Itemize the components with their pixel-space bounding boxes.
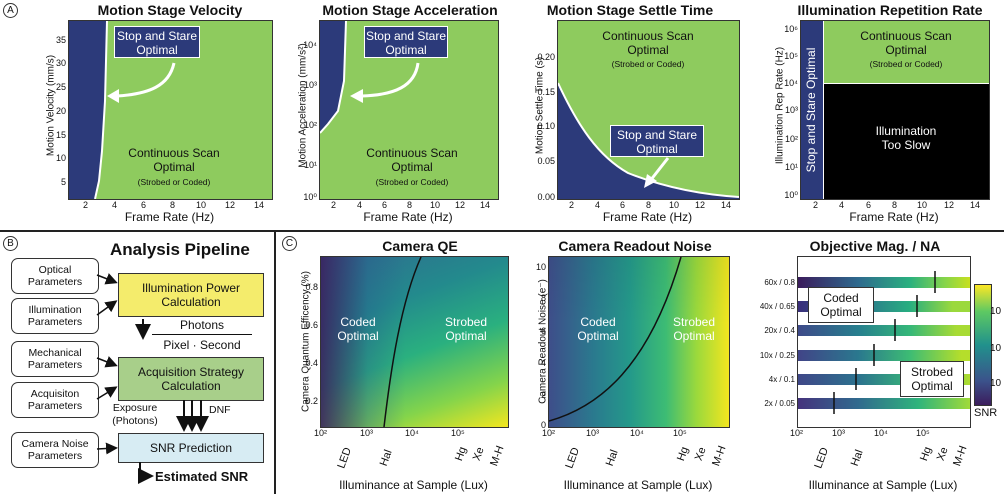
objective-colorbar xyxy=(974,284,992,406)
reprate-continuous-label: Continuous Scan Optimal xyxy=(860,29,952,57)
objective-xlabel: Illuminance at Sample (Lux) xyxy=(808,478,958,492)
divider-horizontal xyxy=(0,230,1004,232)
objective-strobed-label: Strobed Optimal xyxy=(900,361,964,397)
reprate-stop-stare-label: Stop and Stare Optimal xyxy=(804,47,818,173)
acceleration-plot: Stop and Stare Optimal Continuous Scan O… xyxy=(319,20,499,200)
acceleration-xlabel: Frame Rate (Hz) xyxy=(363,210,453,224)
acceleration-continuous-label: Continuous Scan Optimal xyxy=(366,146,458,174)
reprate-yticks: 10⁶ 10⁵ 10⁴ 10³ 10² 10¹ 10⁰ xyxy=(784,24,798,200)
velocity-stop-stare-box: Stop and Stare Optimal xyxy=(114,26,200,58)
fraction-numerator: Photons xyxy=(179,318,225,332)
velocity-plot: Stop and Stare Optimal Continuous Scan O… xyxy=(68,20,273,200)
input-acquisition: Acquisiton Parameters xyxy=(11,382,99,418)
velocity-continuous-sub: (Strobed or Coded) xyxy=(137,177,211,187)
pipeline-arrows xyxy=(96,273,209,484)
panel-b-letter: B xyxy=(3,236,18,251)
qe-sources: LED Hal Hg Xe M-H xyxy=(335,444,507,471)
reprate-xlabel: Frame Rate (Hz) xyxy=(849,210,939,224)
colorbar-tick-bottom: 10 xyxy=(990,378,1002,389)
input-illumination: Illumination Parameters xyxy=(11,298,99,334)
acceleration-xticks: 2 4 6 8 10 12 14 xyxy=(331,200,491,210)
objective-xticks: 10² 10³ 10⁴ 10⁵ xyxy=(790,428,930,438)
panel-a-letter: A xyxy=(3,3,18,18)
noise-plot: Coded Optimal Strobed Optimal xyxy=(548,256,730,428)
acceleration-yticks: 10⁴ 10³ 10² 10¹ 10⁰ xyxy=(303,40,317,202)
noise-strobed-label: Strobed Optimal xyxy=(672,315,716,343)
colorbar-tick-mid: 10 xyxy=(990,343,1002,354)
settle-continuous-sub: (Strobed or Coded) xyxy=(611,59,685,69)
colorbar-label: SNR xyxy=(974,407,998,419)
reprate-plot: Continuous Scan Optimal (Strobed or Code… xyxy=(800,20,990,200)
objective-sources: LED Hal Hg Xe M-H xyxy=(812,444,970,471)
stage-acquisition-strategy: Acquisition Strategy Calculation xyxy=(118,357,264,401)
noise-title: Camera Readout Noise xyxy=(558,238,712,254)
dnf-label: DNF xyxy=(209,404,231,416)
qe-plot: Coded Optimal Strobed Optimal xyxy=(320,256,509,428)
settle-stop-stare-box: Stop and Stare Optimal xyxy=(610,125,704,157)
velocity-yticks: 35 30 25 20 15 10 5 xyxy=(55,35,66,187)
objective-plot: Coded Optimal Strobed Optimal xyxy=(797,256,971,428)
reprate-title: Illumination Repetition Rate xyxy=(797,2,983,18)
acceleration-continuous-sub: (Strobed or Coded) xyxy=(375,177,449,187)
settle-yticks: 0.20 0.15 0.10 0.05 0.00 xyxy=(537,52,555,202)
noise-yticks: 10 8 6 4 2 0 xyxy=(535,262,546,430)
velocity-continuous-label: Continuous Scan Optimal xyxy=(128,146,220,174)
settle-xticks: 2 4 6 8 10 12 14 xyxy=(569,200,732,210)
qe-coded-label: Coded Optimal xyxy=(337,315,379,343)
pipeline-title: Analysis Pipeline xyxy=(110,240,250,259)
objective-row-labels: 60x / 0.8 40x / 0.65 20x / 0.4 10x / 0.2… xyxy=(759,278,795,408)
qe-title: Camera QE xyxy=(382,238,458,254)
input-camera-noise: Camera Noise Parameters xyxy=(11,432,99,468)
exposure-label: Exposure (Photons) xyxy=(112,402,158,427)
noise-xticks: 10² 10³ 10⁴ 10⁵ xyxy=(542,428,687,438)
velocity-xticks: 2 4 6 8 10 12 14 xyxy=(83,200,265,210)
settle-continuous-label: Continuous Scan Optimal xyxy=(602,29,694,57)
settle-plot: Continuous Scan Optimal (Strobed or Code… xyxy=(557,20,740,200)
output-label: Estimated SNR xyxy=(155,469,249,484)
reprate-continuous-sub: (Strobed or Coded) xyxy=(869,59,943,69)
acceleration-title: Motion Stage Acceleration xyxy=(322,2,498,18)
settle-title: Motion Stage Settle Time xyxy=(546,2,714,18)
qe-strobed-label: Strobed Optimal xyxy=(444,315,488,343)
acceleration-stop-stare-box: Stop and Stare Optimal xyxy=(364,26,448,58)
objective-title: Objective Mag. / NA xyxy=(809,238,941,254)
noise-xlabel: Illuminance at Sample (Lux) xyxy=(563,478,713,492)
velocity-title: Motion Stage Velocity xyxy=(97,2,243,18)
qe-xlabel: Illuminance at Sample (Lux) xyxy=(339,478,488,492)
stage-illumination-power: Illumination Power Calculation xyxy=(118,273,264,317)
fraction-bar xyxy=(152,334,252,335)
noise-sources: LED Hal Hg Xe M-H xyxy=(563,444,729,471)
stage-snr-prediction: SNR Prediction xyxy=(118,433,264,463)
divider-vertical xyxy=(274,231,276,494)
input-optical: Optical Parameters xyxy=(11,258,99,294)
colorbar-tick-top: 10 xyxy=(990,306,1002,317)
settle-xlabel: Frame Rate (Hz) xyxy=(602,210,693,224)
reprate-xticks: 2 4 6 8 10 12 14 xyxy=(813,200,981,210)
panel-c-letter: C xyxy=(282,236,297,251)
qe-xticks: 10² 10³ 10⁴ 10⁵ xyxy=(314,428,465,438)
reprate-too-slow-label: Illumination Too Slow xyxy=(875,124,937,152)
qe-yticks: 0.8 0.6 0.4 0.2 xyxy=(305,282,318,406)
velocity-xlabel: Frame Rate (Hz) xyxy=(124,210,215,224)
fraction-denominator: Pixel · Second xyxy=(163,338,241,352)
objective-coded-label: Coded Optimal xyxy=(808,287,874,323)
input-mechanical: Mechanical Parameters xyxy=(11,341,99,377)
noise-coded-label: Coded Optimal xyxy=(577,315,619,343)
